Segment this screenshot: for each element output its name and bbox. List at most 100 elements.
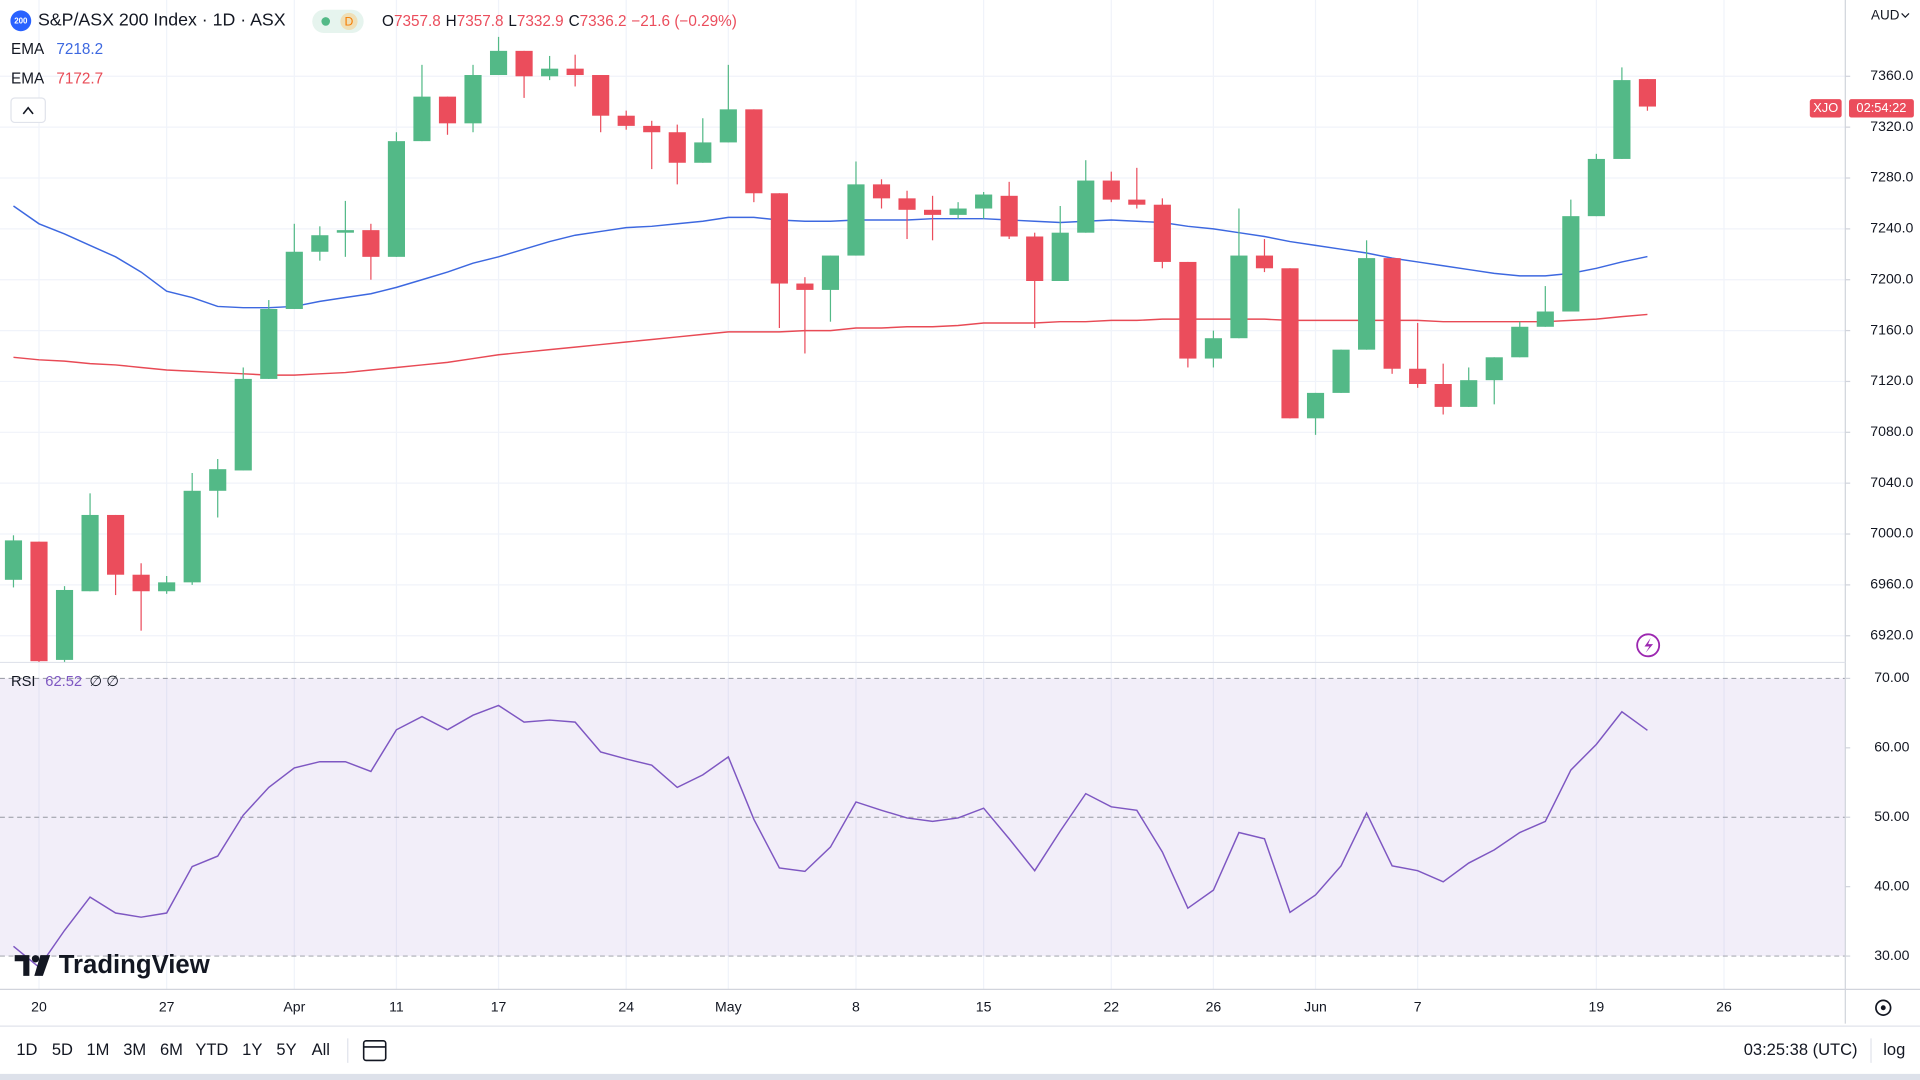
- candle-body: [413, 96, 431, 142]
- grid: [0, 0, 1846, 990]
- candle-body: [285, 251, 303, 309]
- x-tick-label: 7: [1414, 998, 1422, 1014]
- candle-body: [975, 194, 993, 209]
- candle-body: [1562, 216, 1580, 312]
- candle-body: [1230, 255, 1248, 339]
- candle-body: [438, 96, 457, 124]
- candle-body: [668, 132, 686, 163]
- x-tick-label: Jun: [1304, 998, 1327, 1014]
- candle-body: [4, 540, 23, 580]
- x-tick-label: 22: [1103, 998, 1119, 1014]
- lightning-icon: [1644, 637, 1654, 653]
- candle-body: [1511, 326, 1529, 358]
- ohlc-letter: C: [569, 13, 580, 30]
- candle-body: [209, 469, 227, 491]
- candle-body: [260, 308, 278, 379]
- range-button[interactable]: YTD: [195, 1040, 228, 1059]
- candle-body: [1204, 338, 1222, 359]
- ohlc-legend: O7357.8 H7357.8 L7332.9 C7336.2 −21.6 (−0.29…: [382, 13, 737, 30]
- candle-body: [770, 193, 788, 284]
- range-button[interactable]: 1Y: [242, 1040, 262, 1059]
- x-tick-label: 19: [1589, 998, 1605, 1014]
- clock[interactable]: 03:25:38 (UTC): [1744, 1040, 1858, 1059]
- status-pill[interactable]: [312, 9, 364, 34]
- range-button[interactable]: 1D: [16, 1040, 37, 1059]
- x-tick-label: Apr: [283, 998, 305, 1014]
- range-button[interactable]: 5Y: [276, 1040, 296, 1059]
- settings-icon[interactable]: [1875, 999, 1892, 1016]
- ohlc-value: 7357.8: [457, 13, 504, 30]
- status-circle: [340, 12, 358, 30]
- y-tick-label: 50.00: [1874, 808, 1909, 824]
- change-value: −21.6 (−0.29%): [631, 13, 736, 30]
- chevron-icon: [22, 106, 34, 115]
- y-tick-label: 40.00: [1874, 877, 1909, 893]
- countdown-box: [1848, 99, 1914, 118]
- currency[interactable]: AUD: [1871, 7, 1900, 22]
- candle-body: [847, 184, 865, 256]
- y-tick-label: 7200.0: [1870, 270, 1913, 286]
- ema-name: EMA: [11, 41, 45, 58]
- x-tick-label: 15: [976, 998, 992, 1014]
- range-button[interactable]: 1M: [86, 1040, 109, 1059]
- price-pane: [4, 36, 1656, 663]
- ohlc-letter: L: [508, 13, 517, 30]
- y-tick-label: 70.00: [1874, 669, 1909, 685]
- candle-body: [1460, 380, 1478, 407]
- candle-body: [336, 230, 354, 233]
- candle-body: [1281, 268, 1299, 419]
- rsi-name: RSI: [11, 674, 35, 690]
- candle-body: [541, 68, 559, 77]
- x-tick-label: 26: [1716, 998, 1732, 1014]
- candle-body: [1485, 357, 1503, 381]
- candle-body: [592, 75, 610, 116]
- rsi-legend: RSI 62.52 ∅ ∅: [11, 674, 119, 690]
- candle-body: [1077, 180, 1095, 233]
- status-dot: [321, 17, 330, 26]
- x-tick-label: May: [715, 998, 743, 1014]
- logo-mark: [14, 955, 30, 976]
- brand-name: TradingView: [59, 951, 211, 979]
- candle-body: [1306, 392, 1325, 419]
- ohlc-value: 7336.2: [580, 13, 627, 30]
- candle-body: [566, 68, 584, 76]
- range-button[interactable]: 3M: [123, 1040, 146, 1059]
- y-tick-label: 7080.0: [1870, 423, 1913, 439]
- header: 200 S&P/ASX 200 Index · 1D · ASX D O7357…: [10, 9, 737, 690]
- log-toggle[interactable]: log: [1883, 1040, 1905, 1059]
- x-tick-label: 20: [31, 998, 47, 1014]
- candle-body: [1587, 158, 1605, 217]
- candle-body: [1102, 180, 1120, 200]
- candle-body: [387, 141, 405, 257]
- x-tick-label: 24: [618, 998, 634, 1014]
- logo-mark: [34, 955, 51, 976]
- candle-body: [745, 109, 763, 194]
- toolbar: 03:25:38 (UTC) log 1D 5D 1M 3M 6M YTD 1Y 5Y All: [16, 1038, 1905, 1063]
- range-button[interactable]: 5D: [52, 1040, 73, 1059]
- collapse-button[interactable]: [10, 97, 46, 124]
- y-tick-label: 7120.0: [1870, 372, 1913, 388]
- chart-title[interactable]: S&P/ASX 200 Index · 1D · ASX: [38, 10, 286, 30]
- candle-body: [132, 574, 150, 592]
- countdown: 02:54:22: [1856, 100, 1906, 115]
- range-button[interactable]: All: [312, 1040, 330, 1059]
- candle-body: [796, 283, 814, 290]
- candle-body: [1409, 368, 1427, 384]
- logo: TradingView: [14, 951, 211, 979]
- candle-body: [107, 514, 125, 575]
- symbol-tag: XJO: [1813, 100, 1838, 115]
- y-tick-label: 7280.0: [1870, 169, 1913, 185]
- candle-body: [1434, 383, 1452, 407]
- ohlc-value: 7357.8: [394, 13, 441, 30]
- ema-name: EMA: [11, 71, 45, 88]
- candle-body: [464, 75, 482, 124]
- rsi-line: [13, 704, 1648, 969]
- candle-body: [949, 208, 967, 215]
- candle-body: [643, 125, 661, 133]
- candle-body: [872, 184, 891, 199]
- y-tick-label: 6920.0: [1870, 626, 1913, 642]
- rsi-pane: [13, 704, 1648, 969]
- range-button[interactable]: 6M: [160, 1040, 183, 1059]
- candle-body: [1179, 261, 1197, 359]
- calendar-icon[interactable]: [362, 1040, 387, 1062]
